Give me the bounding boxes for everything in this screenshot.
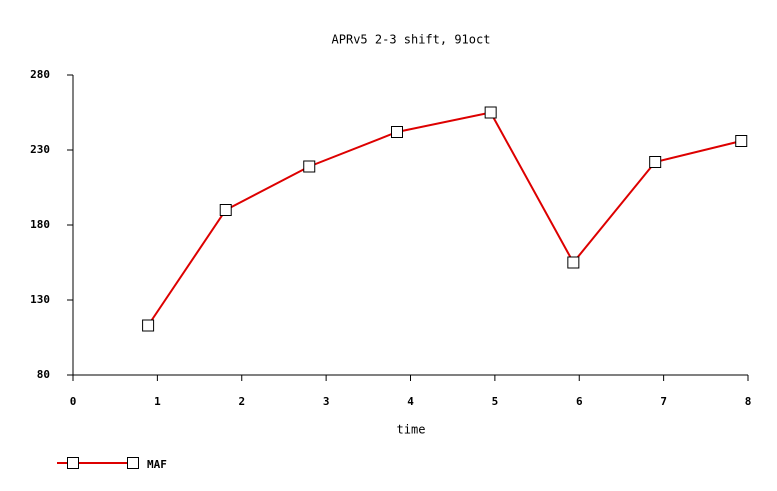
legend-label: MAF	[147, 458, 167, 471]
y-tick-label: 280	[30, 68, 50, 81]
x-tick-label: 3	[323, 395, 330, 408]
data-point	[142, 319, 155, 332]
data-point	[735, 135, 748, 147]
x-axis-label: time	[397, 423, 426, 437]
data-point	[303, 160, 316, 173]
x-tick-label: 0	[70, 395, 77, 408]
chart-title: APRv5 2-3 shift, 91oct	[332, 33, 491, 47]
data-point	[484, 106, 497, 119]
y-tick-label: 230	[30, 143, 50, 156]
data-point	[567, 256, 580, 269]
y-tick-label: 180	[30, 218, 50, 231]
x-tick-label: 1	[154, 395, 161, 408]
data-point	[649, 156, 662, 168]
legend-marker	[127, 457, 139, 469]
x-tick-label: 4	[407, 395, 414, 408]
x-tick-label: 2	[238, 395, 245, 408]
data-point	[391, 126, 403, 138]
x-tick-label: 5	[492, 395, 499, 408]
x-tick-label: 8	[745, 395, 752, 408]
y-tick-label: 130	[30, 293, 50, 306]
legend-marker	[67, 457, 79, 469]
x-tick-label: 7	[660, 395, 667, 408]
y-tick-label: 80	[37, 368, 50, 381]
data-point	[219, 204, 232, 216]
series-line	[147, 111, 742, 327]
x-tick-label: 6	[576, 395, 583, 408]
